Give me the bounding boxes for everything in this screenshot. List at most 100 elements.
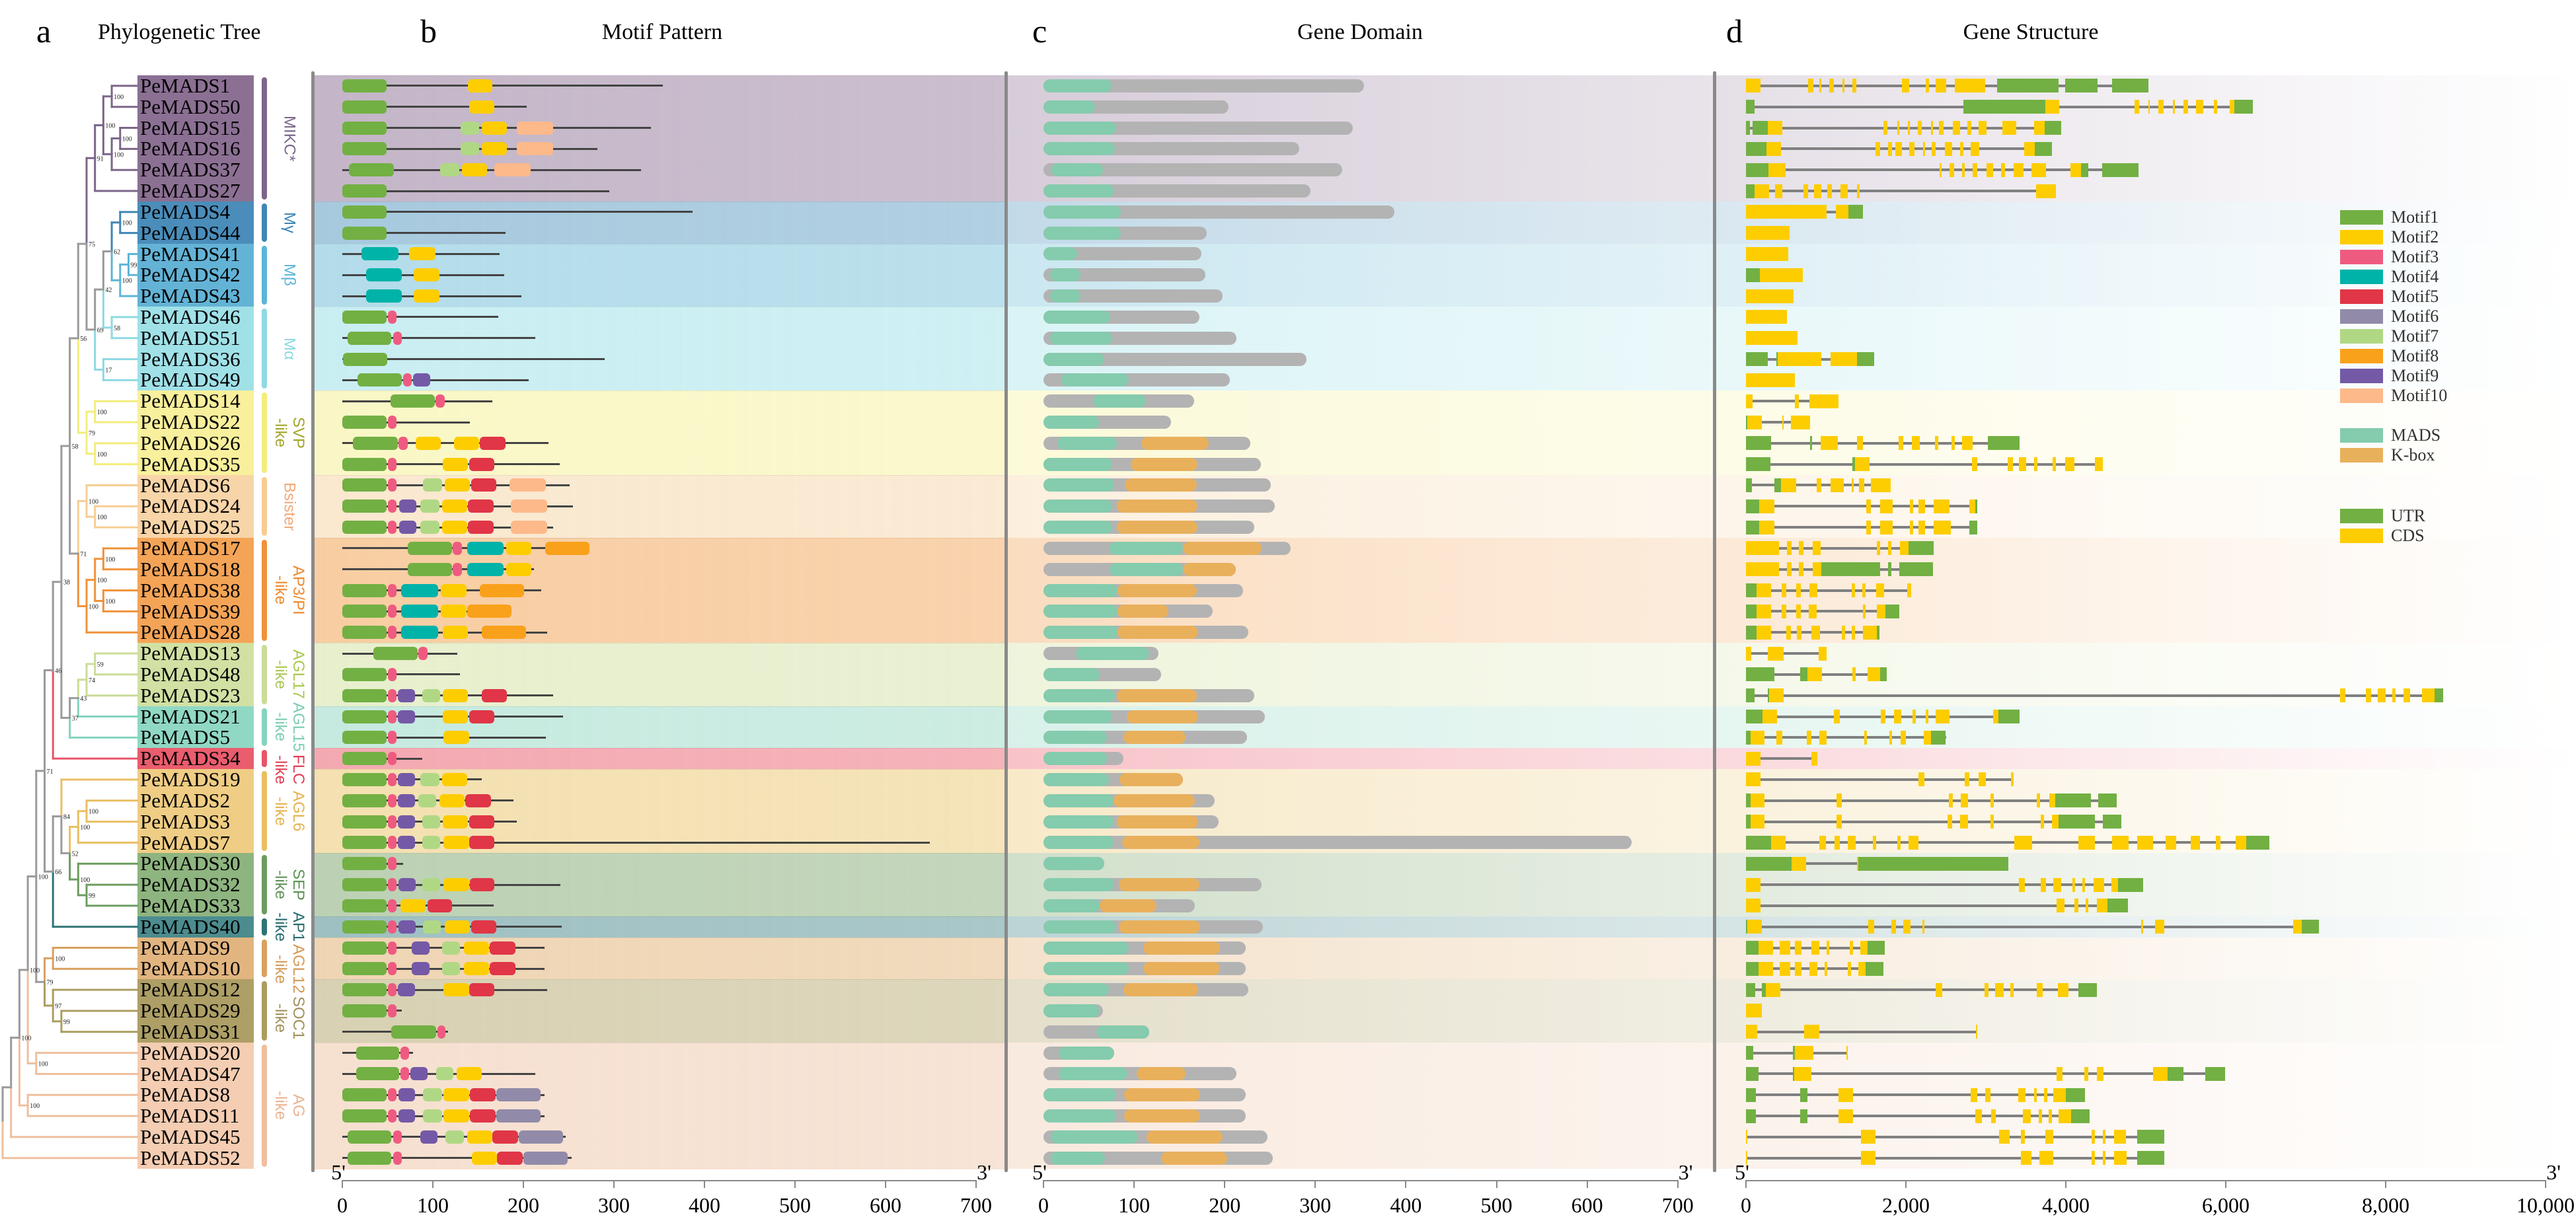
cds-block (1796, 604, 1801, 618)
mads-domain (1043, 857, 1104, 871)
bootstrap-value: 99 (131, 262, 137, 269)
cds-block (1746, 1004, 1762, 1018)
cds-block (2183, 100, 2189, 114)
motif-1 (353, 436, 398, 450)
intron-line (1746, 441, 2020, 445)
gene-name-band (137, 1042, 254, 1169)
k-box-domain (1118, 605, 1169, 618)
protein-bar (1043, 79, 1365, 92)
cds-block (2024, 141, 2035, 156)
subfamily-label-line: Mα (280, 337, 299, 360)
cds-block (1862, 583, 1866, 598)
mads-domain (1043, 184, 1114, 198)
subfamily-bar (262, 392, 267, 473)
motif-2 (469, 100, 495, 114)
motif-3 (436, 394, 445, 408)
mads-domain (1043, 731, 1107, 745)
cds-block (2020, 1151, 2031, 1165)
cds-block (1918, 772, 1924, 787)
cds-block (2058, 1109, 2071, 1123)
cds-block (2082, 877, 2086, 892)
cds-block (2293, 920, 2302, 934)
cds-block (1854, 457, 1870, 472)
cds-block (1766, 141, 1782, 156)
gene-name: PeMADS45 (140, 1125, 241, 1148)
utr-block (1867, 941, 1885, 955)
motif-3 (387, 478, 397, 492)
motif-4 (365, 289, 402, 303)
legend-swatch (2340, 270, 2383, 284)
gene-name: PeMADS3 (140, 809, 231, 833)
motif-5 (497, 1151, 523, 1165)
motif-axis-tick (704, 1180, 705, 1188)
subfamily-label: Mγ (281, 212, 299, 233)
motif-1 (342, 772, 387, 786)
motif-1 (391, 1025, 437, 1039)
motif-4 (467, 541, 504, 555)
legend-label: Motif8 (2391, 346, 2439, 365)
cds-block (2085, 899, 2088, 913)
mads-domain (1057, 436, 1118, 450)
bootstrap-value: 100 (89, 603, 98, 610)
utr-block (1988, 436, 2020, 451)
cds-block (1776, 730, 1783, 745)
cds-block (2078, 835, 2096, 850)
subfamily-label-line: AGL12 (289, 944, 307, 994)
mads-domain (1043, 142, 1116, 156)
motif-4 (365, 268, 402, 282)
motif-4 (467, 562, 504, 576)
motif-3 (400, 1067, 410, 1081)
motif-tick-label: 0 (337, 1193, 348, 1217)
motif-1 (342, 142, 387, 156)
bootstrap-value: 37 (72, 715, 79, 722)
gene-name-band (137, 75, 254, 202)
utr-block (1746, 604, 1757, 618)
cds-block (1799, 562, 1804, 577)
subfamily-bar (262, 918, 267, 936)
structure-axis-line (1746, 1180, 2546, 1181)
k-box-domain (1123, 983, 1199, 997)
protein-line (342, 168, 642, 171)
motif-7 (461, 142, 479, 156)
utr-block (2137, 1130, 2165, 1144)
cds-block (1795, 394, 1799, 408)
k-box-domain (1117, 688, 1197, 702)
cds-block (1858, 961, 1866, 976)
gene-name: PeMADS44 (140, 221, 241, 244)
subfamily-label: AP3/PI -like (272, 566, 307, 615)
motif-9 (412, 373, 430, 387)
motif-2 (461, 163, 488, 177)
structure-axis-tick (2545, 1180, 2546, 1188)
cds-block (1806, 730, 1811, 745)
cds-block (1940, 163, 1942, 177)
motif-7 (418, 793, 437, 807)
gene-name: PeMADS4 (140, 200, 231, 223)
motif-band (315, 1042, 1006, 1169)
panel-title-gene-structure: Gene Structure (1963, 20, 2099, 44)
protein-bar (1043, 268, 1206, 282)
motif-3 (387, 1109, 397, 1123)
bootstrap-value: 62 (114, 248, 120, 256)
cds-block (1791, 856, 1807, 871)
utr-block (2080, 163, 2088, 177)
cds-block (1829, 79, 1835, 93)
gene-name: PeMADS25 (140, 515, 241, 539)
motif-2 (481, 142, 508, 156)
cds-block (1826, 941, 1829, 955)
structure-band (1716, 307, 2576, 391)
k-box-domain (1117, 499, 1198, 513)
cds-block (1803, 184, 1809, 198)
legend-swatch (2340, 309, 2383, 324)
cds-block (1897, 121, 1900, 135)
motif-1 (342, 836, 387, 850)
cds-block (2158, 100, 2164, 114)
utr-block (2301, 920, 2319, 934)
utr-block (1963, 100, 2045, 114)
cds-block (1838, 1109, 1854, 1123)
cds-block (1934, 520, 1951, 535)
gene-name: PeMADS28 (140, 620, 241, 644)
panel-divider (1713, 71, 1716, 1172)
motif-3 (387, 836, 397, 850)
bootstrap-value: 100 (97, 409, 107, 416)
gene-name: PeMADS33 (140, 893, 241, 917)
